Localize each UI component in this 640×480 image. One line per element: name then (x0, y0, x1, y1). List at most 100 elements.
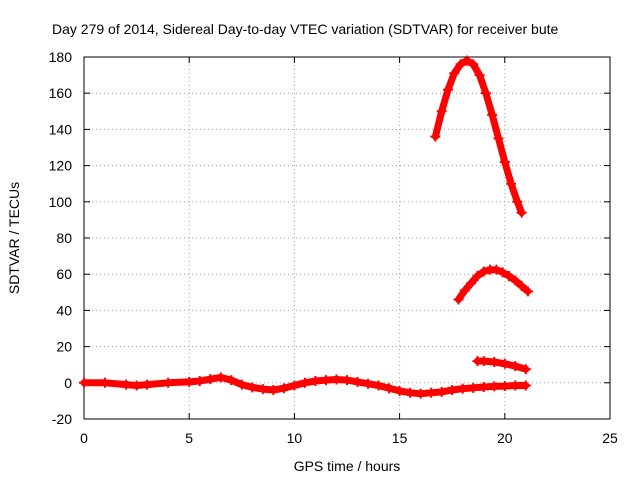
data-point (310, 375, 321, 386)
data-point (447, 385, 458, 396)
data-point (468, 59, 479, 70)
data-point (520, 364, 531, 375)
data-point (449, 68, 460, 79)
data-point (226, 375, 237, 386)
data-point (453, 294, 464, 305)
plot-frame (83, 56, 611, 420)
grid (84, 57, 610, 419)
data-point (215, 372, 226, 383)
y-tick-label: 100 (49, 194, 73, 210)
data-point (415, 388, 426, 399)
data-point (472, 271, 483, 282)
data-point (466, 278, 477, 289)
data-point (142, 379, 153, 390)
data-point (491, 264, 502, 275)
data-point (121, 379, 132, 390)
data-point (510, 275, 521, 286)
data-point (405, 387, 416, 398)
series-segment-low (472, 356, 531, 375)
data-point (516, 207, 527, 218)
data-point (478, 356, 489, 367)
data-point (489, 381, 500, 392)
y-tick-label: 80 (56, 230, 72, 246)
data-point (236, 379, 247, 390)
data-point (163, 377, 174, 388)
data-point (430, 131, 441, 142)
data-point (394, 385, 405, 396)
axis-ticks: 0 5 10 15 20 25 -20 0 20 40 60 80 100 120 140 160 180 (49, 49, 618, 446)
data-point (506, 178, 517, 189)
data-point (459, 285, 470, 296)
data-point (504, 271, 515, 282)
series-baseline (79, 372, 531, 399)
data-point (278, 383, 289, 394)
data-point (363, 378, 374, 389)
data-point (457, 383, 468, 394)
x-tick-label: 5 (185, 430, 193, 446)
data-point (205, 374, 216, 385)
data-point (499, 156, 510, 167)
y-axis-label: SDTVAR / TECUs (6, 182, 22, 294)
y-tick-label: 60 (56, 266, 72, 282)
data-point (497, 267, 508, 278)
x-tick-label: 0 (80, 430, 88, 446)
data-point (510, 361, 521, 372)
data-point (474, 70, 485, 81)
data-point (510, 380, 521, 391)
data-point (79, 377, 89, 388)
y-tick-label: 140 (49, 121, 73, 137)
data-point (468, 382, 479, 393)
x-tick-label: 20 (497, 430, 513, 446)
series-line (431, 57, 526, 217)
data-point (442, 84, 453, 95)
series-segment-high (430, 55, 527, 218)
data-point (352, 376, 363, 387)
data-point (426, 387, 437, 398)
data-point (247, 382, 258, 393)
data-point (478, 381, 489, 392)
y-tick-label: -20 (52, 411, 72, 427)
y-tick-label: 40 (56, 302, 72, 318)
data-point (461, 55, 472, 66)
data-point (100, 377, 111, 388)
data-point (331, 374, 342, 385)
data-point (489, 356, 500, 367)
x-tick-label: 15 (392, 430, 408, 446)
data-point (499, 358, 510, 369)
y-tick-label: 120 (49, 158, 73, 174)
data-point (384, 383, 395, 394)
data-point (499, 381, 510, 392)
data-point (320, 375, 331, 386)
data-point (257, 384, 268, 395)
series-segment-mid (453, 264, 533, 305)
x-tick-label: 25 (602, 430, 618, 446)
y-tick-label: 160 (49, 85, 73, 101)
data-point (289, 380, 300, 391)
chart-title: Day 279 of 2014, Sidereal Day-to-day VTE… (52, 21, 559, 37)
data-point (436, 106, 447, 117)
data-point (184, 376, 195, 387)
y-tick-label: 20 (56, 339, 72, 355)
data-point (520, 380, 531, 391)
x-axis-label: GPS time / hours (294, 458, 401, 474)
data-point (512, 196, 523, 207)
data-series (79, 55, 533, 399)
x-tick-label: 10 (287, 430, 303, 446)
data-point (455, 59, 466, 70)
data-point (522, 286, 533, 297)
data-point (480, 88, 491, 99)
data-point (268, 385, 279, 396)
data-point (194, 375, 205, 386)
data-point (516, 280, 527, 291)
data-point (478, 266, 489, 277)
y-tick-label: 180 (49, 49, 73, 65)
data-point (299, 377, 310, 388)
data-point (342, 375, 352, 386)
data-point (373, 380, 384, 391)
data-point (131, 380, 142, 391)
data-point (436, 386, 447, 397)
y-tick-label: 0 (64, 375, 72, 391)
data-point (487, 109, 498, 120)
data-point (493, 133, 504, 144)
